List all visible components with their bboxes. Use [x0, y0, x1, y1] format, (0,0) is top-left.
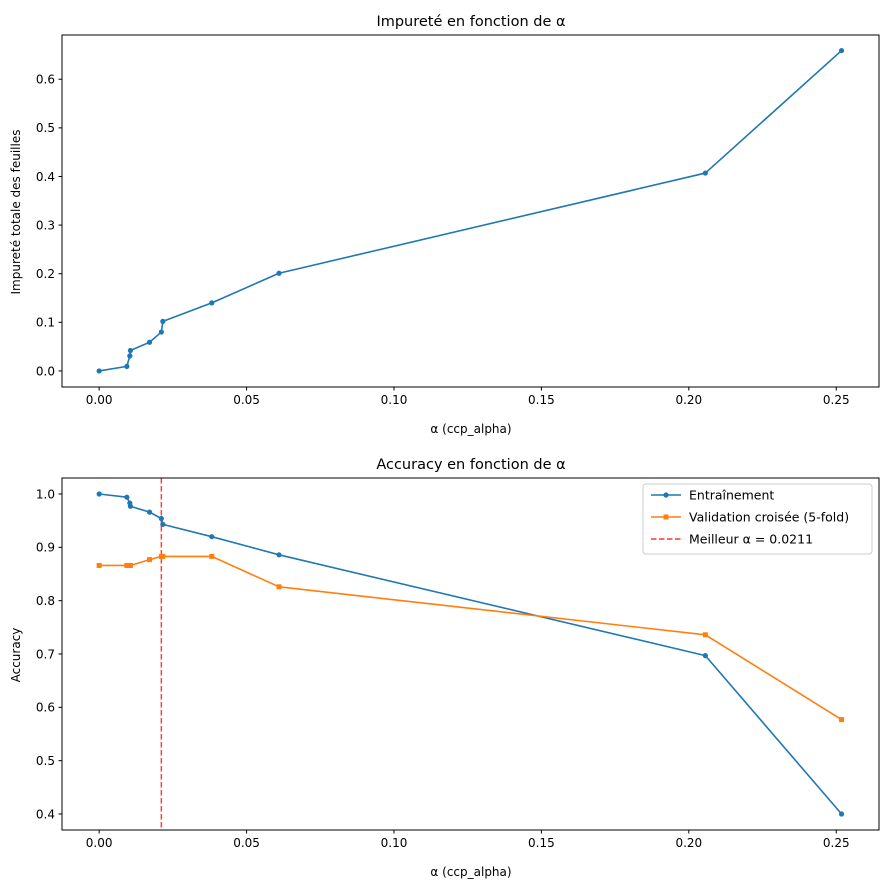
chart2-xtick-label: 0.00 [86, 836, 113, 850]
chart2-series [96, 491, 845, 817]
chart2-ytick-label: 0.9 [36, 541, 55, 555]
chart1-series-1-point [702, 170, 708, 176]
chart2-ylabel: Accuracy [9, 628, 23, 683]
chart2-series-2-point [147, 557, 153, 563]
chart2-ytick-label: 0.8 [36, 594, 55, 608]
chart1-ytick-label: 0.5 [36, 121, 55, 135]
chart2-plot-frame [61, 477, 880, 831]
chart2-series-1-point [124, 494, 130, 500]
legend-marker-train [663, 492, 669, 498]
legend-label-cv: Validation croisée (5-fold) [689, 510, 849, 525]
chart1-ytick-label: 0.4 [36, 170, 55, 184]
chart1-xtick-label: 0.10 [381, 393, 408, 407]
legend-frame [642, 483, 873, 555]
chart1-xtick-label: 0.25 [823, 393, 850, 407]
chart1-ytick-label: 0.6 [36, 73, 55, 87]
chart2-series-2-point [124, 562, 130, 568]
chart1-xlabel: α (ccp_alpha) [430, 422, 511, 436]
chart2-xtick-label: 0.25 [823, 836, 850, 850]
chart1-series-1-point [160, 318, 166, 324]
impurity-chart: Impureté en fonction de α α (ccp_alpha) … [9, 14, 880, 436]
chart1-series-1-point [276, 270, 282, 276]
chart2-series-1-point [276, 552, 282, 558]
chart2-ytick-label: 0.4 [36, 807, 55, 821]
chart2-xtick-label: 0.15 [528, 836, 555, 850]
chart1-series-1-point [146, 339, 153, 345]
legend-label-train: Entraînement [689, 488, 774, 503]
chart1-ylabel: Impureté totale des feuilles [9, 130, 23, 295]
chart1-series-1-point [838, 47, 845, 54]
chart1-series-1-point [96, 368, 102, 374]
chart2-xtick-label: 0.10 [381, 836, 408, 850]
chart2-series-1-point [127, 503, 134, 509]
chart1-title: Impureté en fonction de α [376, 14, 565, 30]
chart1-ytick-label: 0.0 [36, 364, 55, 378]
chart2-series-1-point [209, 534, 215, 540]
chart2-xtick-label: 0.05 [233, 836, 260, 850]
chart1-xtick-label: 0.00 [86, 393, 113, 407]
chart1-xtick-label: 0.15 [528, 393, 555, 407]
chart2-series-2-point [127, 562, 133, 568]
chart1-series-1-point [209, 300, 215, 306]
chart2-series-1-point [160, 521, 166, 528]
chart2-ytick-label: 0.6 [36, 701, 55, 715]
chart2-series-1-point [146, 509, 153, 515]
chart2-xlabel: α (ccp_alpha) [430, 865, 511, 879]
chart2-ytick-label: 0.5 [36, 754, 55, 768]
chart2-series-2-point [209, 553, 215, 559]
chart2-xtick-label: 0.20 [675, 836, 702, 850]
chart1-xticks: 0.00 0.05 0.10 0.15 0.20 0.25 [86, 387, 850, 407]
chart1-xtick-label: 0.20 [675, 393, 702, 407]
chart2-title: Accuracy en fonction de α [376, 457, 565, 473]
chart1-series-1-point [158, 329, 164, 335]
chart2-series-1-point [96, 491, 102, 497]
chart1-plot-frame [61, 34, 880, 388]
chart2-series-2-point [160, 553, 166, 559]
chart2-yticks: 0.4 0.5 0.6 0.7 0.8 0.9 1.0 [36, 487, 62, 821]
chart2-series-1-point [838, 811, 845, 817]
chart1-yticks: 0.0 0.1 0.2 0.3 0.4 0.5 0.6 [36, 73, 62, 378]
chart2-series-2-point [702, 632, 708, 638]
chart2-series-2-point [839, 717, 845, 723]
chart2-series-1-point [158, 515, 164, 522]
chart2-xticks: 0.00 0.05 0.10 0.15 0.20 0.25 [86, 830, 850, 850]
chart1-ytick-label: 0.2 [36, 267, 55, 281]
chart1-series-1-point [124, 363, 130, 369]
chart2-series-1-point [702, 653, 708, 659]
chart2-ytick-label: 0.7 [36, 647, 55, 661]
chart2-legend: Entraînement Validation croisée (5-fold)… [642, 483, 873, 555]
chart1-series-1-point [127, 353, 133, 359]
chart1-series [96, 47, 845, 374]
legend-label-best-alpha: Meilleur α = 0.0211 [689, 532, 813, 547]
chart2-ytick-label: 1.0 [36, 487, 55, 501]
chart1-ytick-label: 0.1 [36, 316, 55, 330]
legend-marker-cv [663, 514, 669, 520]
chart1-ytick-label: 0.3 [36, 218, 55, 232]
accuracy-chart: Accuracy en fonction de α α (ccp_alpha) … [9, 457, 880, 879]
chart2-series-2-point [96, 562, 102, 568]
chart1-xtick-label: 0.05 [233, 393, 260, 407]
chart2-series-2-point [276, 584, 282, 590]
chart1-series-1-point [127, 347, 134, 354]
